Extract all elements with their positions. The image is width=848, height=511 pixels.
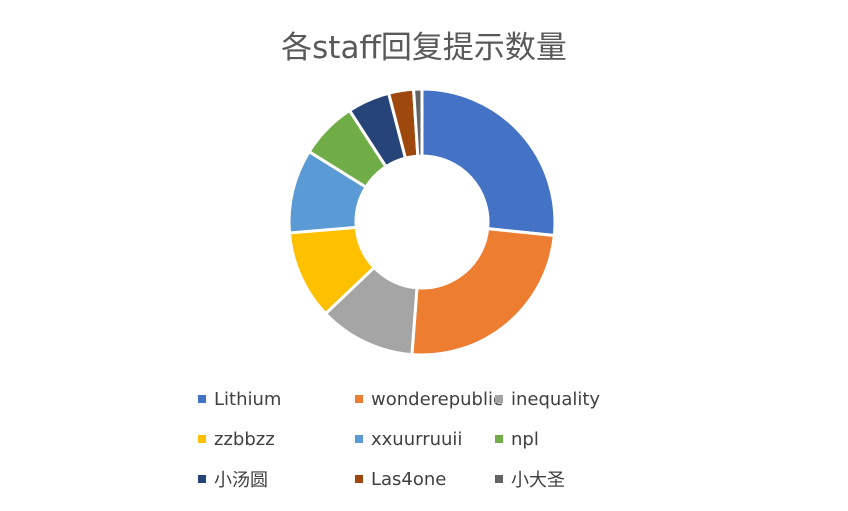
chart-legend: Lithium wonderepublic inequality zzbbzz xxuu… — [198, 388, 638, 491]
legend-label: npl — [511, 428, 539, 450]
legend-swatch — [198, 475, 206, 483]
donut-slice-0 — [420, 87, 557, 238]
legend-swatch — [355, 435, 363, 443]
legend-label: 小大圣 — [511, 470, 565, 491]
legend-item: wonderepublic — [355, 388, 503, 410]
legend-label: Lithium — [214, 388, 282, 410]
legend-label: wonderepublic — [371, 388, 503, 410]
legend-item: zzbbzz — [198, 428, 355, 450]
legend-item: npl — [495, 428, 625, 450]
legend-label: Las4one — [371, 468, 447, 490]
legend-item: inequality — [495, 388, 625, 410]
legend-swatch — [495, 475, 503, 483]
legend-swatch — [355, 475, 363, 483]
legend-swatch — [355, 395, 363, 403]
legend-item: 小大圣 — [495, 468, 625, 491]
legend-item: 小汤圆 — [198, 468, 355, 491]
legend-item: Lithium — [198, 388, 355, 410]
legend-label: xxuurruuii — [371, 428, 463, 450]
legend-label: 小汤圆 — [214, 470, 268, 491]
legend-label: zzbbzz — [214, 428, 275, 450]
legend-swatch — [495, 435, 503, 443]
legend-item: xxuurruuii — [355, 428, 495, 450]
legend-label: inequality — [511, 388, 601, 410]
legend-swatch — [198, 395, 206, 403]
legend-swatch — [495, 395, 503, 403]
legend-swatch — [198, 435, 206, 443]
legend-item: Las4one — [355, 468, 495, 490]
donut-slice-8 — [411, 87, 424, 158]
chart-title: 各staff回复提示数量 — [281, 30, 567, 66]
donut-slice-1 — [410, 227, 556, 357]
